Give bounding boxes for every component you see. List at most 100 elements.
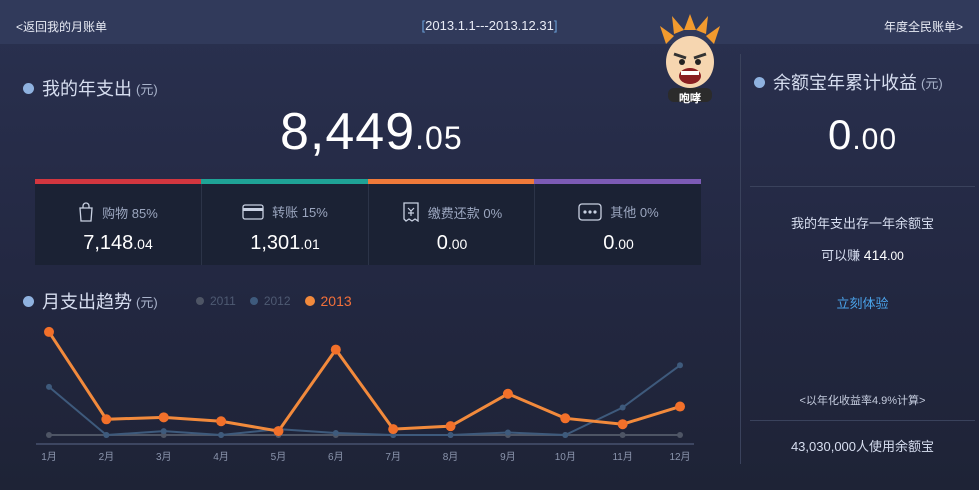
series-line-2013 — [47, 331, 681, 433]
data-point-2012[interactable] — [504, 429, 511, 436]
category-other-value: 0.00 — [535, 232, 702, 255]
category-shopping-label: 购物 85% — [102, 205, 158, 221]
column-divider — [740, 54, 741, 464]
yield-note: <以年化收益率4.9%计算> — [799, 395, 926, 407]
x-tick-label: 7月 — [385, 451, 401, 463]
data-point-2013[interactable] — [617, 419, 628, 430]
data-point-2012[interactable] — [332, 430, 339, 437]
data-point-2013[interactable] — [44, 326, 54, 337]
legend-dot-icon — [249, 297, 258, 305]
category-transfer-head: 转账 15% — [202, 202, 368, 221]
category-shopping-value: 7,148.04 — [35, 232, 201, 255]
data-point-2011[interactable] — [619, 432, 626, 438]
mascot-badge[interactable]: 咆哮 — [656, 14, 724, 105]
data-point-2012[interactable] — [677, 362, 683, 369]
category-bar-transfer — [201, 179, 368, 184]
data-point-2013[interactable] — [502, 388, 513, 399]
data-point-2013[interactable] — [560, 413, 571, 424]
category-transfer-value-int: 1,301 — [250, 232, 301, 254]
data-point-2013[interactable] — [101, 414, 112, 425]
section-bullet-icon — [23, 82, 34, 94]
category-transfer[interactable]: 转账 15% 1,301.01 — [201, 184, 368, 265]
category-other[interactable]: 其他 0% 0.00 — [534, 184, 702, 265]
data-point-2013[interactable] — [330, 344, 341, 355]
top-bar: <返回我的月账单 [2013.1.1---2013.12.31] 年度全民账单> — [0, 0, 979, 44]
category-bar-bills — [368, 179, 534, 184]
category-bills-value-dec: .00 — [447, 236, 468, 252]
category-transfer-value: 1,301.01 — [202, 232, 368, 255]
yuebao-total-dec: .00 — [852, 123, 898, 156]
legend-label: 2011 — [210, 294, 236, 308]
section-bullet-icon — [754, 76, 765, 88]
x-tick-label: 9月 — [500, 451, 516, 463]
legend-dot-icon — [196, 297, 204, 305]
category-shopping-head: 购物 85% — [35, 202, 201, 222]
yuebao-line2: 可以赚 414.00 — [750, 245, 975, 264]
category-bills[interactable]: 缴费还款 0% 0.00 — [368, 184, 535, 265]
category-shopping[interactable]: 购物 85% 7,148.04 — [35, 184, 201, 265]
category-shopping-value-int: 7,148 — [83, 232, 134, 254]
monthly-trend-title: 月支出趋势 (元) — [23, 288, 158, 314]
yuebao-title-label: 余额宝年累计收益 — [773, 73, 917, 93]
annual-spending-unit: (元) — [136, 81, 158, 97]
data-point-2013[interactable] — [273, 426, 284, 437]
category-bills-head: 缴费还款 0% — [369, 202, 535, 222]
data-point-2012[interactable] — [103, 432, 110, 438]
yuebao-earn-dec: .00 — [887, 249, 904, 263]
legend-item-2011[interactable]: 2011 — [196, 294, 236, 308]
category-bills-label: 缴费还款 0% — [427, 205, 503, 221]
section-bullet-icon — [23, 295, 34, 307]
data-point-2012[interactable] — [46, 383, 52, 390]
bill-icon — [403, 202, 419, 222]
category-other-value-dec: .00 — [614, 236, 634, 252]
category-transfer-value-dec: .01 — [300, 236, 320, 252]
yuebao-earn: 414.00 — [864, 247, 904, 263]
data-point-2012[interactable] — [447, 432, 454, 438]
data-point-2012[interactable] — [562, 432, 569, 438]
legend-item-2012[interactable]: 2012 — [249, 294, 291, 308]
legend-item-2013[interactable]: 2013 — [304, 293, 352, 309]
date-range-bracket-open: [ — [421, 18, 426, 33]
data-point-2011[interactable] — [677, 432, 683, 438]
yuebao-title-unit: (元) — [921, 75, 943, 91]
category-other-head: 其他 0% — [535, 202, 702, 221]
shopping-bag-icon — [79, 202, 93, 222]
x-tick-label: 4月 — [213, 451, 229, 463]
x-tick-label: 5月 — [271, 451, 287, 463]
data-point-2012[interactable] — [218, 432, 225, 438]
yuebao-total: 0.00 — [750, 111, 975, 159]
legend-dot-icon — [304, 296, 315, 306]
data-point-2011[interactable] — [46, 432, 52, 438]
date-range-text: 2013.1.1---2013.12.31 — [425, 18, 554, 33]
data-point-2012[interactable] — [160, 428, 167, 435]
yuebao-users-count: 43,030,000人使用余额宝 — [790, 439, 935, 454]
date-range: [2013.1.1---2013.12.31] — [0, 18, 979, 33]
category-bar-shopping — [35, 179, 201, 184]
annual-bill-link[interactable]: 年度全民账单> — [883, 20, 963, 34]
data-point-2012[interactable] — [619, 404, 626, 411]
category-panel: 购物 85% 7,148.04 转账 15% 1,301.01 缴费还款 0% … — [35, 179, 701, 265]
back-to-monthly-link[interactable]: <返回我的月账单 — [16, 20, 108, 34]
x-tick-label: 6月 — [328, 451, 344, 463]
annual-spending-total: 8,449.05 — [280, 102, 463, 162]
data-point-2013[interactable] — [675, 401, 685, 412]
try-now-link[interactable]: 立刻体验 — [836, 296, 889, 311]
data-point-2013[interactable] — [445, 421, 456, 432]
x-tick-label: 3月 — [156, 451, 172, 463]
data-point-2013[interactable] — [216, 416, 227, 427]
yuebao-line1: 我的年支出存一年余额宝 — [790, 216, 934, 231]
angry-face-icon — [660, 14, 720, 102]
card-icon — [242, 203, 264, 220]
monthly-trend-chart: 1月 2月 3月 4月 5月 6月 7月 8月 9月 10月 11月 12月 — [36, 326, 694, 463]
category-bills-value-int: 0 — [436, 232, 448, 254]
right-divider-bottom — [750, 420, 975, 421]
x-tick-label: 12月 — [669, 451, 690, 463]
category-other-value-int: 0 — [603, 232, 615, 254]
legend-label: 2012 — [263, 294, 291, 308]
annual-spending-label: 我的年支出 — [42, 79, 132, 99]
yuebao-earn-int: 414 — [863, 247, 888, 263]
data-point-2013[interactable] — [388, 424, 399, 435]
data-point-2013[interactable] — [158, 412, 169, 423]
chart-legend: 2011 2012 2013 — [196, 293, 366, 309]
series-line-2012 — [48, 364, 681, 437]
